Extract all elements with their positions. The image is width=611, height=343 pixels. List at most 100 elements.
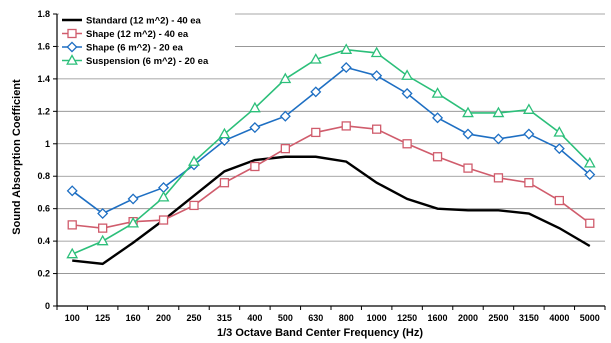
data-point xyxy=(66,247,79,259)
legend-item: Shape (12 m^2) - 40 ea xyxy=(62,28,189,40)
axes xyxy=(53,13,606,310)
data-point xyxy=(462,106,474,118)
data-point xyxy=(523,128,535,140)
legend-item: Suspension (6 m^2) - 20 ea xyxy=(62,54,209,67)
legend-label: Standard (12 m^2) - 40 ea xyxy=(86,16,202,27)
y-tick-label: 1.6 xyxy=(37,41,50,51)
y-tick-label: 1.8 xyxy=(37,9,50,19)
data-point xyxy=(554,195,564,206)
data-point xyxy=(127,216,140,228)
data-point xyxy=(584,169,596,181)
data-point xyxy=(340,43,353,54)
x-tick-label: 1600 xyxy=(428,313,448,323)
x-tick-label: 1250 xyxy=(397,313,417,323)
y-tick-label: 0.8 xyxy=(37,171,50,181)
x-tick-label: 315 xyxy=(217,313,232,323)
data-point xyxy=(249,122,261,134)
data-point xyxy=(493,173,504,183)
data-point xyxy=(189,200,199,211)
x-tick-label: 2500 xyxy=(488,313,508,323)
data-point xyxy=(524,178,534,188)
data-point xyxy=(97,208,109,220)
data-point xyxy=(340,62,352,74)
y-tick-label: 1.2 xyxy=(37,106,50,116)
series-line xyxy=(72,125,591,229)
legend-label: Suspension (6 m^2) - 20 ea xyxy=(86,56,209,67)
data-point xyxy=(431,87,444,98)
data-point xyxy=(248,101,261,113)
data-point xyxy=(66,185,78,197)
legend-label: Shape (12 m^2) - 40 ea xyxy=(86,29,189,40)
data-point xyxy=(98,223,108,233)
data-point xyxy=(158,215,169,225)
data-point xyxy=(432,152,443,162)
x-tick-labels: 100 125 160 200 250 315 400 500 630 800 1000 1250 16… xyxy=(65,313,600,323)
x-tick-label: 3150 xyxy=(519,313,539,323)
y-tick-label: 0.6 xyxy=(37,204,50,214)
data-point xyxy=(279,110,291,122)
x-tick-label: 800 xyxy=(339,313,354,323)
data-point xyxy=(188,155,200,166)
series-4 xyxy=(66,43,596,259)
data-point xyxy=(370,46,383,58)
data-point xyxy=(583,156,596,168)
x-tick-label: 250 xyxy=(186,313,201,323)
series-line xyxy=(71,48,591,255)
data-point xyxy=(553,126,566,137)
y-tick-labels: 0 0.2 0.4 0.6 0.8 1 1.2 1.4 1.6 1.8 xyxy=(37,9,50,311)
data-point xyxy=(67,220,77,230)
series-1 xyxy=(72,155,591,266)
x-tick-label: 160 xyxy=(126,313,141,323)
data-point xyxy=(96,234,109,246)
data-point xyxy=(401,87,413,100)
data-point xyxy=(218,127,231,139)
x-tick-label: 100 xyxy=(65,313,80,323)
x-tick-label: 500 xyxy=(278,313,293,323)
y-axis-title: Sound Absorption Coefficient xyxy=(11,79,23,235)
data-point xyxy=(462,128,474,140)
x-tick-label: 125 xyxy=(95,313,110,323)
data-point xyxy=(157,190,170,202)
data-point xyxy=(432,112,444,124)
series-line xyxy=(71,66,591,215)
data-point xyxy=(463,163,473,173)
y-tick-label: 0.4 xyxy=(37,236,50,246)
data-point xyxy=(310,86,322,98)
x-tick-label: 630 xyxy=(308,313,323,323)
data-point xyxy=(279,72,292,84)
data-point xyxy=(401,69,414,80)
x-tick-label: 2000 xyxy=(458,313,478,323)
y-tick-label: 1.4 xyxy=(37,74,50,84)
data-point xyxy=(250,161,260,172)
legend-box xyxy=(59,11,235,74)
data-point xyxy=(309,53,322,64)
legend-label: Shape (6 m^2) - 20 ea xyxy=(86,43,184,54)
legend-marker xyxy=(67,28,77,39)
data-point xyxy=(492,106,505,118)
series-layer xyxy=(66,43,596,266)
legend: Standard (12 m^2) - 40 ea Shape (12 m^2) … xyxy=(59,11,235,74)
data-point xyxy=(341,121,351,131)
x-tick-label: 200 xyxy=(156,313,171,323)
data-point xyxy=(372,124,382,134)
series-3 xyxy=(66,62,596,220)
x-tick-label: 1000 xyxy=(367,313,387,323)
x-tick-label: 400 xyxy=(247,313,262,323)
legend-marker xyxy=(66,54,78,65)
data-point xyxy=(219,178,230,188)
data-point xyxy=(371,70,383,82)
data-point xyxy=(585,218,595,228)
series-2 xyxy=(67,121,595,233)
data-point xyxy=(280,143,290,154)
legend-item: Shape (6 m^2) - 20 ea xyxy=(62,41,184,54)
x-axis-title: 1/3 Octave Band Center Frequency (Hz) xyxy=(217,327,423,339)
data-point xyxy=(127,193,139,205)
legend-item: Standard (12 m^2) - 40 ea xyxy=(62,16,202,27)
data-point xyxy=(311,127,321,138)
y-tick-label: 0 xyxy=(45,301,50,311)
data-point xyxy=(402,139,412,149)
x-tick-label: 5000 xyxy=(580,313,600,323)
data-point xyxy=(522,103,535,114)
data-point xyxy=(492,133,504,145)
